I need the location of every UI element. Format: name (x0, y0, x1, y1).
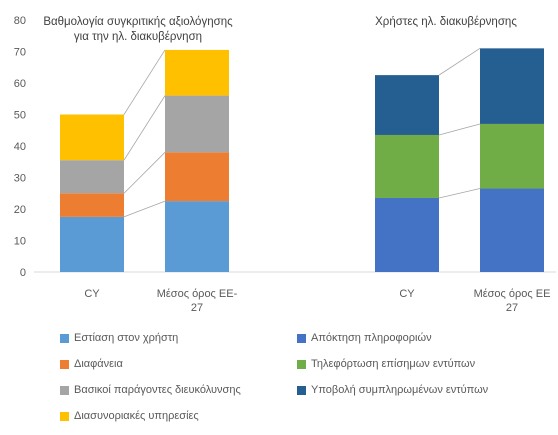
bar-segment (165, 49, 229, 96)
x-category-label: Μέσος όρος ΕΕ- (157, 288, 238, 300)
bar-segment (375, 75, 439, 135)
series-connector-line (123, 95, 166, 161)
legend-swatch (297, 359, 306, 369)
bar-segment (60, 216, 124, 272)
legend-label: Τηλεφόρτωση επίσημων εντύπων (311, 358, 476, 370)
x-category-label: 27 (506, 302, 518, 314)
legend-label: Διαφάνεια (74, 358, 123, 370)
y-tick-label: 10 (14, 236, 26, 248)
bar-segment (480, 188, 544, 272)
bar-segment (480, 48, 544, 124)
y-tick-label: 80 (14, 15, 26, 27)
bar-segment (60, 193, 124, 217)
series-connector-line (438, 123, 481, 136)
legend-item: Βασικοί παράγοντες διευκόλυνσης (60, 384, 241, 396)
legend-label: Υποβολή συμπληρωμένων εντύπων (311, 384, 489, 396)
y-tick-label: 20 (14, 204, 26, 216)
x-category-label: 27 (191, 302, 203, 314)
y-tick-label: 30 (14, 173, 26, 185)
legend-swatch (60, 359, 69, 369)
bar-segment (165, 152, 229, 202)
series-connector-line (123, 152, 166, 194)
legend-label: Απόκτηση πληροφοριών (311, 332, 432, 344)
series-connector-line (123, 49, 166, 115)
y-tick-label: 0 (20, 267, 26, 279)
series-connector-line (438, 48, 481, 76)
y-tick-label: 70 (14, 47, 26, 59)
series-connector-line (438, 188, 481, 199)
y-tick-label: 60 (14, 78, 26, 90)
y-tick-label: 50 (14, 110, 26, 122)
legend-item: Εστίαση στον χρήστη (60, 332, 178, 344)
y-tick-label: 40 (14, 141, 26, 153)
x-category-label: Μέσος όρος ΕΕ (474, 288, 551, 300)
legend: Εστίαση στον χρήστη Διαφάνεια Βασικοί παρά… (0, 326, 558, 435)
legend-item: Τηλεφόρτωση επίσημων εντύπων (297, 358, 475, 370)
bar-segment (60, 114, 124, 161)
legend-swatch (60, 333, 69, 343)
chart-title: Βαθμολογία συγκριτικής αξιολόγησης (43, 16, 233, 28)
legend-item: Διασυνοριακές υπηρεσίες (60, 410, 199, 422)
legend-swatch (297, 385, 306, 395)
legend-label: Εστίαση στον χρήστη (74, 332, 179, 344)
legend-item: Υποβολή συμπληρωμένων εντύπων (297, 384, 488, 396)
bar-segment (375, 134, 439, 198)
legend-label: Βασικοί παράγοντες διευκόλυνσης (74, 384, 241, 396)
legend-item: Διαφάνεια (60, 358, 123, 370)
bar-segment (60, 160, 124, 194)
legend-item: Απόκτηση πληροφοριών (297, 332, 432, 344)
x-category-label: CY (84, 288, 100, 300)
bar-segment (165, 201, 229, 272)
chart-title: για την ηλ. διακυβέρνηση (74, 31, 202, 43)
bar-segment (480, 123, 544, 189)
legend-swatch (60, 385, 69, 395)
bar-segment (165, 95, 229, 153)
series-connector-line (123, 200, 166, 218)
bar-segment (375, 197, 439, 272)
x-category-label: CY (399, 288, 415, 300)
legend-swatch (60, 411, 69, 421)
legend-swatch (297, 333, 306, 343)
chart-title: Χρήστες ηλ. διακυβέρνησης (375, 16, 517, 28)
legend-label: Διασυνοριακές υπηρεσίες (74, 410, 199, 422)
